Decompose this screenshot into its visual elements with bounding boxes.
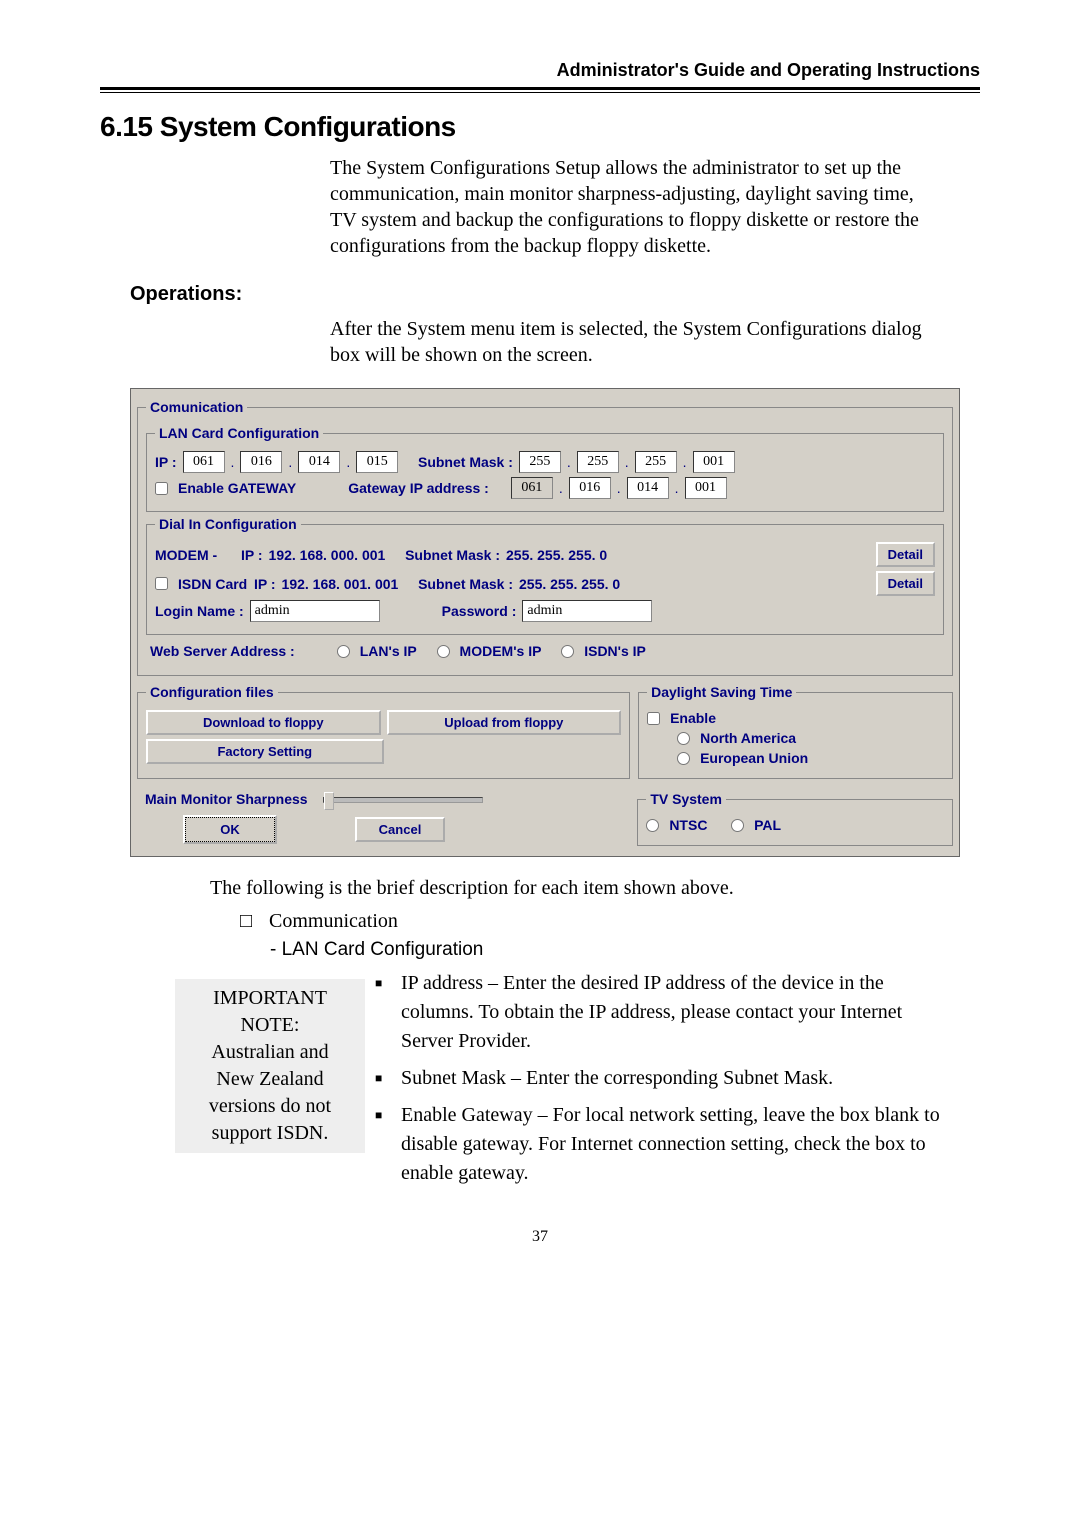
wsa-modem-label: MODEM's IP [460, 643, 542, 659]
note-line-2: NOTE: [179, 1012, 361, 1039]
isdn-checkbox[interactable] [155, 577, 168, 590]
dialin-legend: Dial In Configuration [155, 516, 301, 532]
bullet-icon: ■ [375, 1101, 401, 1188]
ip-octet-3[interactable] [298, 451, 340, 473]
dst-eu-label: European Union [700, 750, 808, 766]
note-line-6: support ISDN. [179, 1120, 361, 1147]
important-note-box: IMPORTANT NOTE: Australian and New Zeala… [175, 979, 365, 1153]
modem-label: MODEM - [155, 547, 235, 563]
login-name-label: Login Name : [155, 603, 244, 619]
ip-octet-2[interactable] [240, 451, 282, 473]
wsa-lan-radio[interactable] [337, 645, 350, 658]
isdn-label: ISDN Card [178, 576, 248, 592]
communication-legend: Comunication [146, 399, 247, 415]
subnet-octet-4[interactable] [693, 451, 735, 473]
ip-label: IP : [155, 454, 177, 470]
note-line-3: Australian and [179, 1039, 361, 1066]
modem-ip-value: 192. 168. 000. 001 [269, 547, 386, 563]
isdn-subnet-value: 255. 255. 255. 0 [519, 576, 620, 592]
ip-octet-1[interactable] [183, 451, 225, 473]
modem-ip-label: IP : [241, 547, 263, 563]
dst-enable-checkbox[interactable] [647, 712, 660, 725]
lan-config-subheading: - LAN Card Configuration [270, 939, 980, 961]
note-line-1: IMPORTANT [179, 985, 361, 1012]
note-line-4: New Zealand [179, 1066, 361, 1093]
gw-octet-4[interactable] [685, 477, 727, 499]
system-config-dialog: Comunication LAN Card Configuration IP :… [130, 388, 960, 857]
lan-group: LAN Card Configuration IP : . . . Subnet… [146, 425, 944, 512]
isdn-subnet-label: Subnet Mask : [418, 576, 513, 592]
isdn-ip-value: 192. 168. 001. 001 [282, 576, 399, 592]
gw-octet-2[interactable] [569, 477, 611, 499]
cancel-button[interactable]: Cancel [355, 817, 445, 842]
section-heading: 6.15 System Configurations [100, 111, 980, 143]
header-rule [100, 87, 980, 93]
modem-subnet-label: Subnet Mask : [405, 547, 500, 563]
web-server-address-label: Web Server Address : [150, 643, 295, 659]
subnet-octet-3[interactable] [635, 451, 677, 473]
operations-label: Operations: [130, 283, 980, 306]
enable-gateway-checkbox[interactable] [155, 482, 168, 495]
slider-thumb-icon [324, 792, 334, 810]
gw-octet-3[interactable] [627, 477, 669, 499]
communication-bullet: Communication [269, 910, 398, 932]
bullet-icon: ■ [375, 1064, 401, 1093]
page-number: 37 [100, 1228, 980, 1246]
ip-address-item: IP address – Enter the desired IP addres… [401, 969, 950, 1056]
isdn-detail-button[interactable]: Detail [876, 571, 935, 596]
subnet-octet-1[interactable] [519, 451, 561, 473]
dst-na-label: North America [700, 730, 796, 746]
dst-enable-label: Enable [670, 710, 716, 726]
gateway-ip-label: Gateway IP address : [348, 480, 489, 496]
follow-text: The following is the brief description f… [210, 877, 980, 900]
isdn-ip-label: IP : [254, 576, 276, 592]
modem-subnet-value: 255. 255. 255. 0 [506, 547, 607, 563]
modem-detail-button[interactable]: Detail [876, 542, 935, 567]
tv-system-group: TV System NTSC PAL [637, 791, 953, 846]
gateway-item: Enable Gateway – For local network setti… [401, 1101, 950, 1188]
wsa-modem-radio[interactable] [437, 645, 450, 658]
wsa-isdn-label: ISDN's IP [584, 643, 646, 659]
factory-setting-button[interactable]: Factory Setting [146, 739, 384, 764]
sharpness-label: Main Monitor Sharpness [145, 791, 308, 807]
tv-ntsc-label: NTSC [669, 817, 707, 833]
gw-octet-1[interactable] [511, 477, 553, 499]
subnet-octet-2[interactable] [577, 451, 619, 473]
dst-na-radio[interactable] [677, 732, 690, 745]
bullet-icon: ■ [375, 969, 401, 1056]
password-input[interactable] [522, 600, 652, 622]
header-title: Administrator's Guide and Operating Inst… [100, 60, 980, 81]
intro-text: The System Configurations Setup allows t… [330, 155, 940, 259]
lan-legend: LAN Card Configuration [155, 425, 323, 441]
communication-group: Comunication LAN Card Configuration IP :… [137, 399, 953, 676]
note-line-5: versions do not [179, 1093, 361, 1120]
tv-ntsc-radio[interactable] [646, 819, 659, 832]
ok-button[interactable]: OK [185, 817, 275, 842]
wsa-isdn-radio[interactable] [561, 645, 574, 658]
dialin-group: Dial In Configuration MODEM - IP : 192. … [146, 516, 944, 635]
sharpness-slider[interactable] [323, 797, 483, 803]
dst-group: Daylight Saving Time Enable North Americ… [638, 684, 953, 779]
password-label: Password : [442, 603, 517, 619]
tv-pal-radio[interactable] [731, 819, 744, 832]
download-floppy-button[interactable]: Download to floppy [146, 710, 381, 735]
login-name-input[interactable] [250, 600, 380, 622]
subnet-item: Subnet Mask – Enter the corresponding Su… [401, 1064, 833, 1093]
config-files-group: Configuration files Download to floppy U… [137, 684, 630, 779]
config-files-legend: Configuration files [146, 684, 278, 700]
ip-octet-4[interactable] [356, 451, 398, 473]
dst-eu-radio[interactable] [677, 752, 690, 765]
operations-text: After the System menu item is selected, … [330, 316, 940, 368]
tv-pal-label: PAL [754, 817, 781, 833]
tv-system-legend: TV System [646, 791, 726, 807]
dst-legend: Daylight Saving Time [647, 684, 796, 700]
upload-floppy-button[interactable]: Upload from floppy [387, 710, 622, 735]
enable-gateway-label: Enable GATEWAY [178, 480, 296, 496]
wsa-lan-label: LAN's IP [360, 643, 417, 659]
square-bullet-icon: □ [240, 910, 264, 933]
subnet-label: Subnet Mask : [418, 454, 513, 470]
